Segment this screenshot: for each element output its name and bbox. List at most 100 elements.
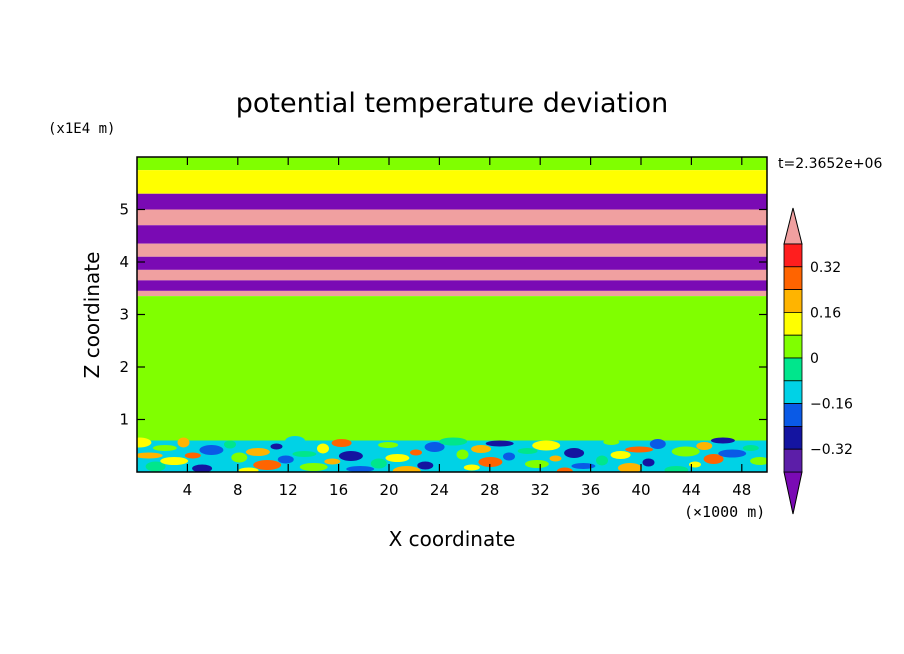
contour-blob	[478, 457, 503, 467]
contour-blob	[137, 437, 152, 448]
contour-blob	[192, 464, 213, 472]
colorbar-box	[783, 403, 803, 427]
x-tick-label: 40	[631, 481, 650, 499]
plot-area	[137, 157, 767, 472]
chart-title: potential temperature deviation	[236, 88, 668, 119]
contour-blob	[750, 457, 767, 465]
contour-blob	[549, 455, 562, 462]
contour-blob	[742, 445, 759, 451]
y-tick-label: 4	[119, 253, 129, 271]
contour-blob	[370, 458, 387, 469]
x-tick-label: 12	[279, 481, 298, 499]
time-label: t=2.3652e+06	[778, 156, 882, 172]
contour-blob	[285, 436, 306, 446]
contour-band	[137, 209, 767, 226]
contour-blob	[571, 463, 596, 469]
x-tick-label: 20	[379, 481, 398, 499]
contour-blob	[145, 461, 166, 472]
x-unit-label: (×1000 m)	[684, 503, 765, 521]
contour-blob	[463, 464, 480, 471]
contour-blob	[664, 466, 689, 472]
colorbar-label: 0	[810, 351, 819, 367]
colorbar-box	[783, 243, 803, 268]
contour-blob	[696, 442, 713, 450]
contour-blob	[199, 445, 224, 455]
contour-blob	[270, 443, 283, 450]
contour-blob	[299, 463, 328, 471]
contour-blob	[253, 460, 282, 470]
contour-blob	[277, 455, 294, 464]
contour-blob	[184, 452, 201, 459]
contour-blob	[642, 458, 655, 467]
contour-band	[137, 157, 767, 171]
x-tick-label: 32	[531, 481, 550, 499]
contour-blob	[206, 460, 235, 466]
contour-blob	[710, 437, 735, 444]
x-tick-label: 16	[329, 481, 348, 499]
contour-blob	[292, 451, 317, 457]
contour-blob	[657, 454, 678, 460]
colorbar: 0.32 0.16 0 −0.16 −0.32	[783, 207, 853, 515]
colorbar-box	[783, 289, 803, 313]
contour-blob	[385, 454, 410, 462]
contour-blob	[510, 464, 527, 472]
contour-blob	[439, 437, 468, 446]
contour-blob	[689, 461, 701, 468]
x-tick-label: 8	[233, 481, 243, 499]
y-unit-label: (x1E4 m)	[48, 121, 115, 137]
y-axis-label: Z coordinate	[80, 252, 104, 379]
y-axis-ticks: 1 2 3 4 5	[119, 201, 767, 429]
contour-blob	[346, 466, 375, 472]
contour-blob	[517, 448, 538, 454]
contour-band	[137, 170, 767, 194]
contour-blob	[324, 458, 341, 465]
contour-blob	[625, 446, 654, 453]
contour-blob	[524, 460, 549, 468]
contour-blob	[177, 437, 190, 448]
contour-blob	[556, 467, 573, 472]
contour-blob	[431, 457, 456, 463]
contour-blob	[424, 442, 445, 452]
contour-blob	[224, 440, 236, 449]
x-tick-label: 36	[581, 481, 600, 499]
contour-band	[137, 193, 767, 210]
x-axis-ticks: 4 8 12 16 20 24 28 32 36 40 44 48	[183, 157, 751, 499]
colorbar-box	[783, 357, 803, 382]
contour-blob	[238, 467, 259, 472]
x-tick-label: 4	[183, 481, 193, 499]
contour-blob	[392, 466, 421, 472]
colorbar-label: −0.32	[810, 442, 853, 458]
contour-blob	[671, 446, 700, 457]
colorbar-min-arrow	[783, 471, 803, 515]
contour-blob	[503, 452, 515, 461]
colorbar-box	[783, 266, 803, 290]
contour-blob	[417, 461, 434, 470]
contour-blob	[231, 452, 248, 463]
y-tick-label: 3	[119, 306, 129, 324]
x-tick-label: 48	[732, 481, 751, 499]
colorbar-box	[783, 311, 803, 336]
contour-blob	[610, 451, 631, 459]
contour-blob	[485, 440, 514, 447]
contour-blob	[603, 439, 620, 445]
contour-blob	[718, 449, 747, 458]
contour-blob	[152, 445, 177, 451]
contour-blob	[456, 449, 469, 460]
contour-band	[137, 256, 767, 270]
contour-blob	[378, 442, 399, 448]
contour-blob	[649, 439, 666, 449]
y-tick-label: 1	[119, 411, 129, 429]
colorbar-box	[783, 448, 803, 473]
contour-band	[137, 290, 767, 297]
contour-band	[137, 269, 767, 281]
contour-blob	[564, 448, 585, 458]
contour-blob	[578, 443, 607, 452]
x-tick-label: 44	[682, 481, 701, 499]
contour-blob	[331, 439, 352, 447]
colorbar-label: −0.16	[810, 397, 853, 413]
contour-blob	[160, 457, 189, 465]
colorbar-box	[783, 425, 803, 450]
x-tick-label: 24	[430, 481, 449, 499]
contour-blob	[137, 452, 163, 459]
